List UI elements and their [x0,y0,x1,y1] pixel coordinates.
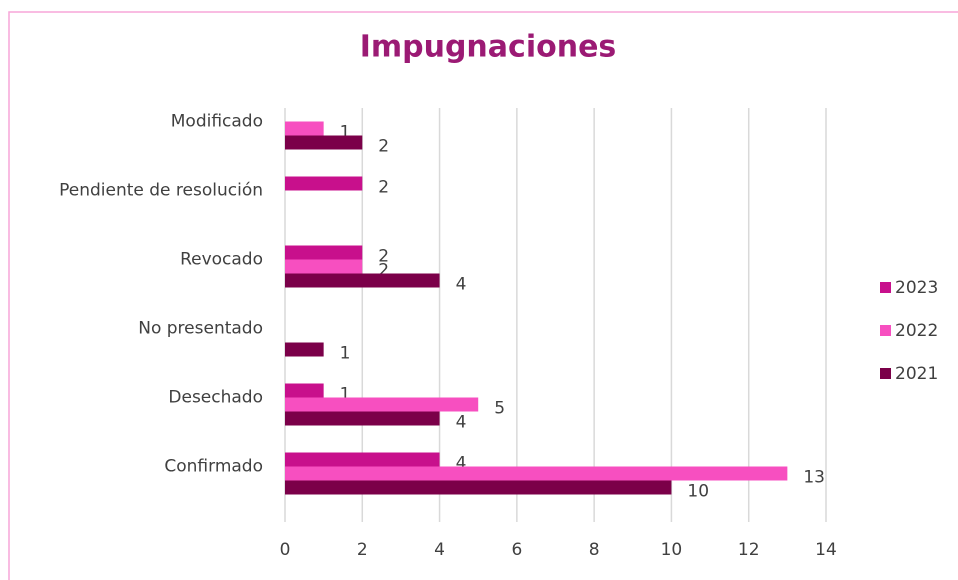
data-label: 1 [340,344,351,364]
legend-swatch [880,325,891,336]
bar [285,480,672,495]
bar [285,342,324,357]
legend-label: 2022 [895,321,938,341]
data-label: 2 [378,247,389,267]
bar [285,452,440,467]
y-tick-label: Confirmado [164,457,263,477]
bar [285,121,324,136]
legend-swatch [880,368,891,379]
x-tick-label: 4 [434,540,445,560]
bar [285,259,363,274]
data-label: 2 [378,137,389,157]
chart-border [8,11,958,580]
data-label: 13 [803,468,825,488]
legend-label: 2023 [895,278,938,298]
data-label: 1 [340,123,351,143]
y-tick-label: Pendiente de resolución [59,181,263,201]
data-label: 10 [687,482,709,502]
x-tick-label: 10 [661,540,683,560]
x-tick-label: 0 [280,540,291,560]
data-label: 4 [456,413,467,433]
x-tick-label: 2 [357,540,368,560]
x-tick-label: 14 [815,540,837,560]
data-label: 4 [456,275,467,295]
y-tick-label: Revocado [180,250,263,270]
bar [285,383,324,398]
y-tick-label: Desechado [168,388,263,408]
data-label: 4 [456,454,467,474]
x-tick-label: 6 [511,540,522,560]
data-label: 5 [494,399,505,419]
data-label: 2 [378,178,389,198]
bar [285,273,440,288]
bar [285,245,363,260]
legend-swatch [880,282,891,293]
chart-title: Impugnaciones [360,30,617,65]
y-tick-label: Modificado [171,112,263,132]
bar [285,176,363,191]
y-tick-label: No presentado [138,319,263,339]
x-tick-label: 12 [738,540,760,560]
bar [285,135,363,150]
x-tick-label: 8 [589,540,600,560]
bar [285,411,440,426]
data-label: 1 [340,385,351,405]
bar [285,466,788,481]
bar [285,397,479,412]
data-label: 2 [378,261,389,281]
legend-label: 2021 [895,364,938,384]
